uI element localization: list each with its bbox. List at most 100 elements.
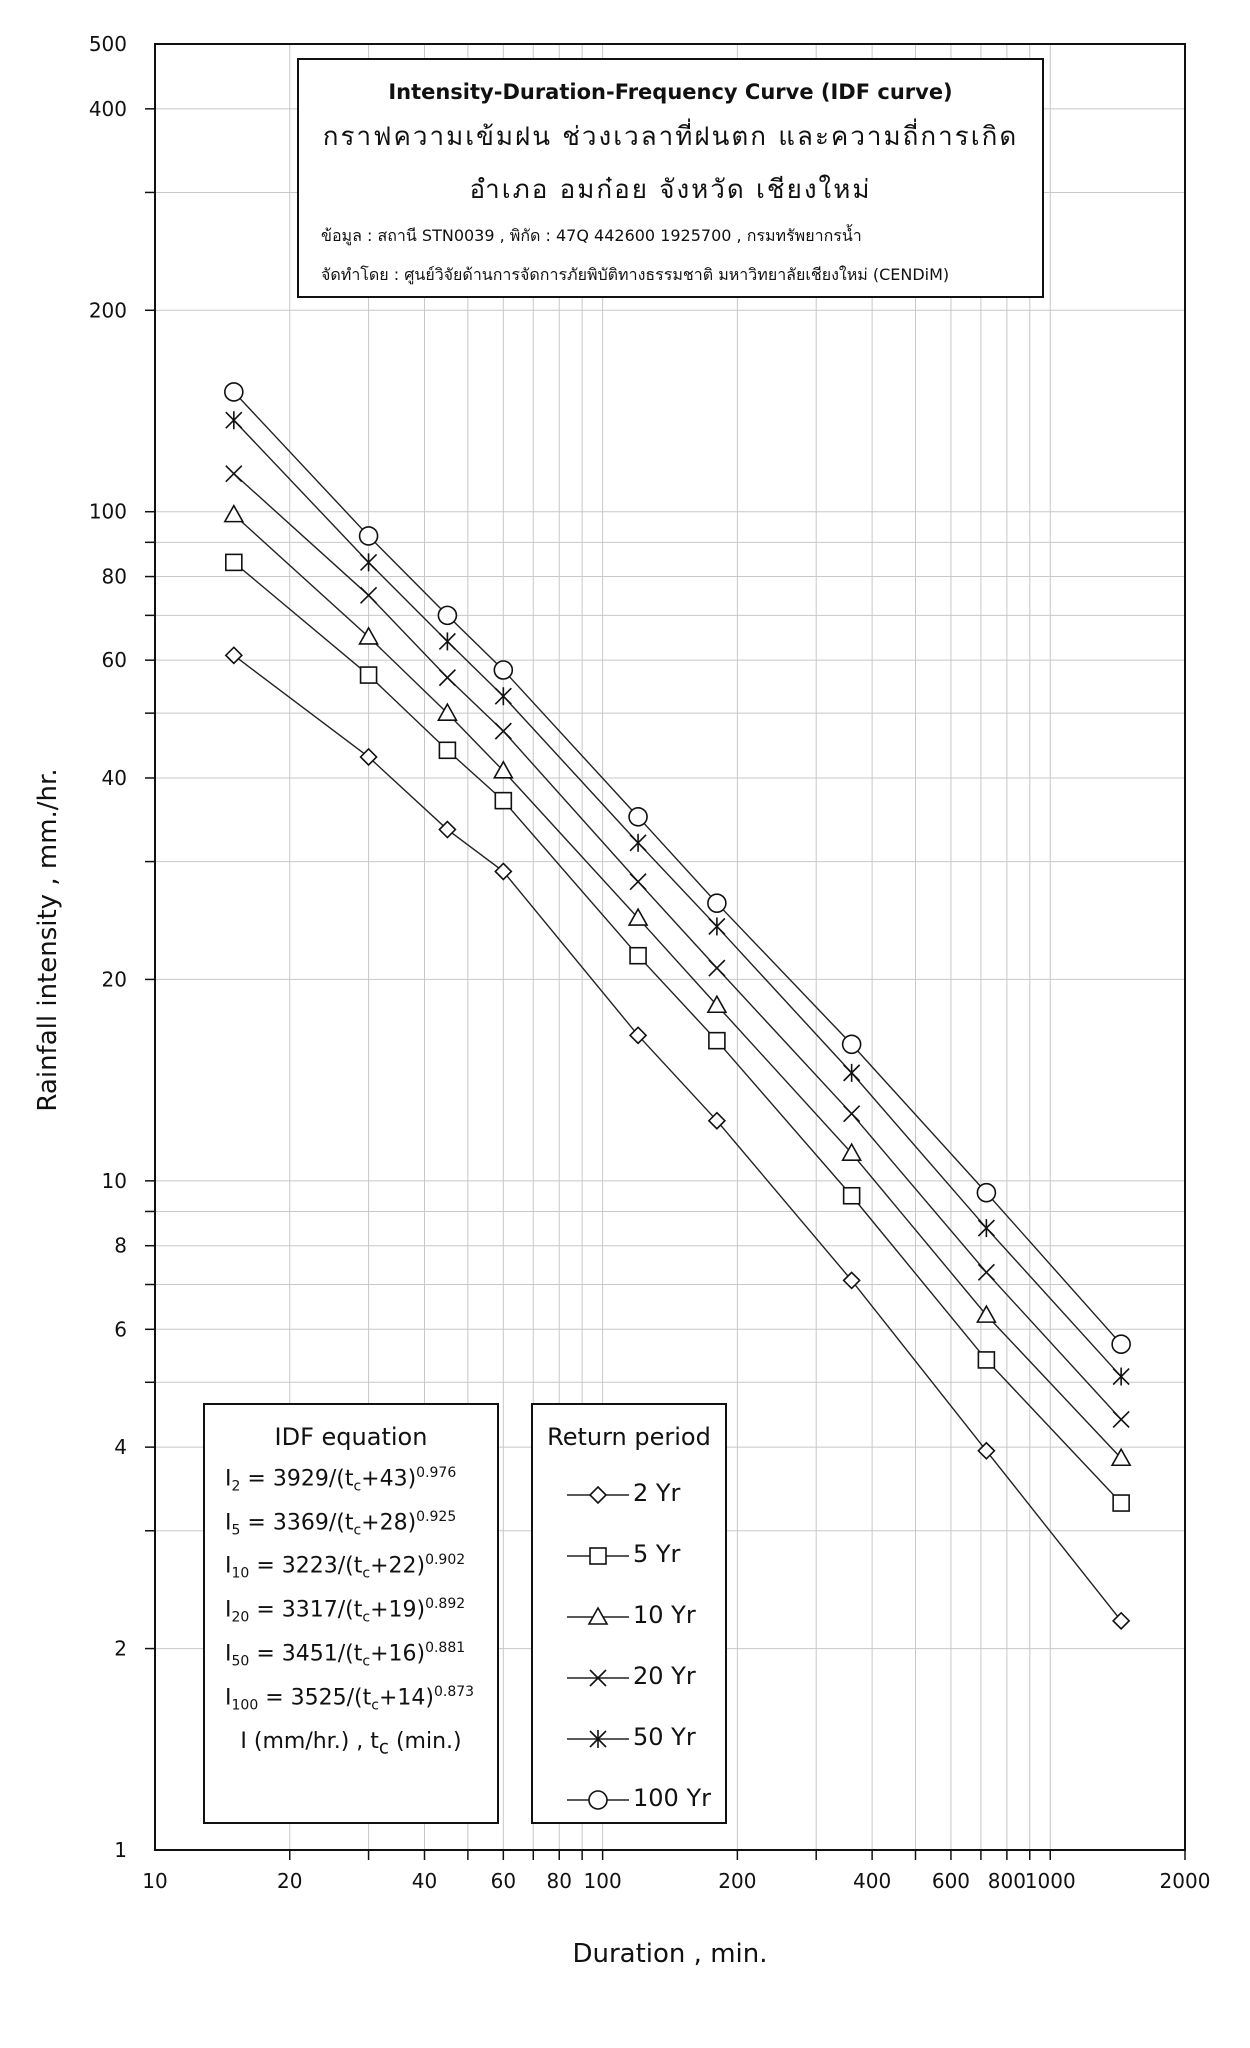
data-point: [843, 1105, 861, 1123]
star-marker-icon: [567, 1730, 629, 1748]
data-point: [628, 1026, 648, 1045]
y-tick-label: 2: [114, 1637, 127, 1661]
equation-list: I2 = 3929/(tc+43)0.976 I5 = 3369/(tc+28)0…: [205, 1465, 497, 1713]
x-tick-label: 40: [412, 1869, 437, 1893]
series-100-yr: [224, 382, 1131, 1355]
data-point: [977, 1219, 995, 1238]
y-tick-label: 6: [114, 1317, 127, 1341]
y-axis-title: Rainfall intensity , mm./hr.: [33, 768, 63, 1111]
x-tick-label: 800: [988, 1869, 1026, 1893]
prepared-by-note: จัดทำโดย : ศูนย์วิจัยด้านการจัดการภัยพิบ…: [321, 265, 950, 284]
data-point: [977, 1441, 996, 1460]
chart-title-box: Intensity-Duration-Frequency Curve (IDF …: [297, 58, 1044, 298]
equation-line: I50 = 3451/(tc+16)0.881: [225, 1639, 466, 1670]
data-point: [627, 907, 649, 926]
plot-area-frame: [154, 43, 1186, 1851]
y-tick-label: 400: [89, 97, 127, 121]
data-point: [1112, 1410, 1130, 1429]
y-tick-label: 60: [102, 648, 127, 672]
data-point: [708, 1031, 726, 1050]
x-tick-label: 20: [277, 1869, 302, 1893]
data-point: [438, 741, 457, 760]
y-axis-tick-labels: 1 2 4 6 8 10 20 40 60 80 100 200 400 500: [89, 32, 127, 1862]
x-axis-title: Duration , min.: [572, 1939, 767, 1969]
data-point: [224, 382, 244, 402]
series-2-yr: [224, 646, 1131, 1631]
data-point: [494, 791, 513, 810]
legend-label: 50 Yr: [633, 1723, 696, 1751]
legend-item: 50 Yr: [533, 1719, 729, 1759]
data-point: [841, 1034, 862, 1055]
x-marker-icon: [567, 1669, 629, 1687]
data-point: [843, 1063, 861, 1082]
data-point: [225, 411, 243, 430]
data-point: [224, 646, 243, 665]
data-point: [358, 626, 379, 645]
data-point: [438, 632, 456, 651]
legend-item: 20 Yr: [533, 1658, 729, 1698]
y-tick-label: 10: [102, 1169, 127, 1193]
series-20-yr: [225, 465, 1130, 1429]
x-tick-label: 600: [932, 1869, 970, 1893]
data-point: [977, 1351, 996, 1369]
data-point: [225, 465, 243, 483]
circle-marker-icon: [567, 1790, 629, 1810]
idf-equation-box: IDF equation I2 = 3929/(tc+43)0.976 I5 = …: [203, 1403, 499, 1824]
data-point: [359, 666, 378, 684]
legend-title: Return period: [547, 1423, 711, 1451]
data-point: [359, 747, 378, 767]
chart-title-th-line2: อำเภอ อมก๋อย จังหวัด เชียงใหม่: [469, 175, 872, 205]
legend-item: 100 Yr: [533, 1780, 729, 1820]
data-point: [1110, 1447, 1132, 1467]
data-source-note: ข้อมูล : สถานี STN0039 , พิกัด : 47Q 442…: [321, 226, 862, 245]
legend-item: 5 Yr: [533, 1536, 729, 1576]
data-point: [494, 687, 512, 706]
x-tick-label: 1000: [1025, 1869, 1076, 1893]
square-marker-icon: [567, 1547, 629, 1565]
series-50-yr: [225, 411, 1130, 1386]
axis-ticks: [145, 108, 1186, 1860]
data-point: [225, 553, 243, 572]
equation-line: I5 = 3369/(tc+28)0.925: [225, 1508, 457, 1539]
legend-marker: [589, 1547, 607, 1565]
data-point: [976, 1304, 997, 1323]
data-point: [842, 1186, 861, 1205]
legend-label: 20 Yr: [633, 1662, 696, 1690]
legend-marker: [589, 1669, 607, 1687]
data-point: [841, 1142, 863, 1161]
y-tick-label: 200: [89, 298, 127, 322]
x-tick-label: 80: [547, 1869, 572, 1893]
legend-marker: [587, 1606, 609, 1625]
y-tick-label: 20: [102, 967, 127, 991]
x-tick-label: 100: [584, 1869, 622, 1893]
x-tick-label: 200: [718, 1869, 756, 1893]
x-tick-label: 10: [142, 1869, 167, 1893]
legend-label: 100 Yr: [633, 1784, 711, 1812]
data-point: [1112, 1611, 1131, 1631]
series-group: [223, 382, 1132, 1631]
data-point: [437, 702, 458, 721]
data-point: [494, 722, 512, 740]
data-point: [976, 1182, 997, 1203]
data-point: [629, 946, 647, 965]
data-point: [707, 893, 727, 913]
y-tick-label: 1: [114, 1838, 127, 1862]
y-tick-label: 80: [102, 565, 127, 589]
data-point: [223, 504, 245, 523]
legend-marker: [588, 1485, 608, 1505]
legend-label: 10 Yr: [633, 1601, 696, 1629]
equation-line: I20 = 3317/(tc+19)0.892: [225, 1596, 466, 1626]
y-tick-label: 500: [89, 32, 127, 56]
data-point: [629, 833, 647, 852]
data-point: [437, 605, 458, 626]
data-point: [494, 862, 513, 881]
legend: Return period 2 Yr 5 Yr 10 Yr 20 Yr 50 Yr 100…: [531, 1403, 727, 1824]
legend-marker: [589, 1730, 607, 1748]
data-point: [707, 1111, 727, 1130]
data-point: [708, 917, 726, 936]
legend-item: 2 Yr: [533, 1475, 729, 1515]
data-point: [492, 760, 514, 779]
equation-units: I (mm/hr.) , tc (min.): [240, 1729, 462, 1759]
